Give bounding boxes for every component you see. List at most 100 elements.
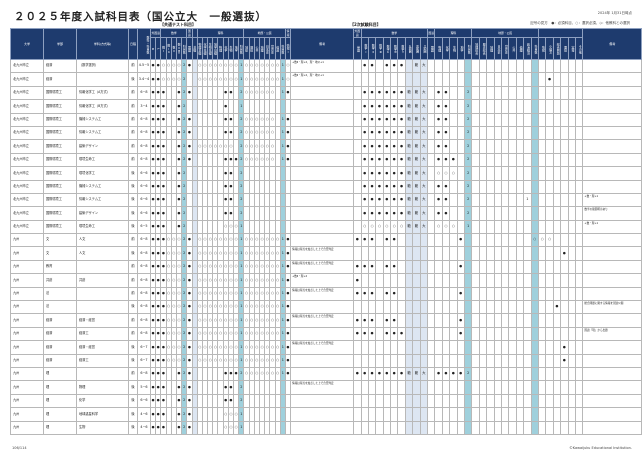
second-mark-cell xyxy=(493,326,502,342)
second-mark-cell xyxy=(530,300,540,315)
second-mark-cell xyxy=(508,286,517,302)
second-mark-cell xyxy=(493,125,502,141)
second-mark-cell xyxy=(478,125,488,141)
second-mark-cell xyxy=(493,340,502,355)
common-notes-cell: 情報は得点を加点した上で合否判定 xyxy=(290,246,355,261)
common-notes-cell xyxy=(290,152,355,168)
second-mark-cell xyxy=(530,340,540,355)
second-mark-cell: 範 xyxy=(412,152,421,168)
schedule-cell: 後 xyxy=(128,420,138,435)
second-mark-cell: 大 xyxy=(419,219,429,235)
second-mark-cell xyxy=(545,85,554,101)
second-mark-cell xyxy=(508,166,517,181)
second-mark-cell xyxy=(426,313,436,328)
second-mark-cell xyxy=(449,353,458,368)
second-mark-cell xyxy=(515,206,525,221)
department-cell: 地球惑星科学 xyxy=(76,407,129,422)
second-mark-cell xyxy=(360,353,369,368)
second-mark-cell: ● xyxy=(382,326,392,342)
second-mark-cell xyxy=(545,58,554,74)
second-mark-cell xyxy=(537,246,547,261)
second-mark-cell xyxy=(367,273,377,288)
second-mark-cell xyxy=(449,300,458,315)
second-mark-cell xyxy=(419,259,429,275)
second-mark-cell xyxy=(486,300,495,315)
second-subject-header: 世界史 xyxy=(500,37,510,60)
department-cell: 共創 xyxy=(76,273,129,288)
second-mark-cell: 範 xyxy=(412,366,421,382)
second-mark-cell xyxy=(471,420,480,435)
second-mark-cell xyxy=(441,393,451,409)
second-mark-cell xyxy=(515,393,525,409)
score-cell: 3~4 xyxy=(137,99,151,114)
second-mark-cell xyxy=(537,259,547,275)
second-mark-cell: ● xyxy=(382,58,392,74)
second-mark-cell xyxy=(426,58,436,74)
second-mark-cell xyxy=(530,72,540,87)
table-row: 九州文人文後 6~8 ● ● ● ○ ○ ○ 2 ● ○ ○ ○ ○ ○ ○ ○ ○ 1 ○ ○ ○ ○ ○ ○ ○ 1 ● 情報は得点… xyxy=(10,246,643,261)
second-mark-cell: ● xyxy=(360,58,369,74)
second-mark-cell: ● xyxy=(397,179,406,194)
second-mark-cell xyxy=(500,273,510,288)
second-subject-header: 数学B xyxy=(390,37,399,60)
second-mark-cell xyxy=(523,246,532,261)
second-mark-cell xyxy=(375,286,384,302)
second-mark-cell xyxy=(523,125,532,141)
second-mark-cell xyxy=(419,326,429,342)
second-mark-cell: ● xyxy=(560,340,569,355)
second-mark-cell xyxy=(478,259,488,275)
second-group-header: 数学 xyxy=(360,28,429,38)
second-mark-cell: ● xyxy=(390,112,399,127)
second-mark-cell xyxy=(375,407,384,422)
second-mark-cell xyxy=(426,179,436,194)
second-mark-cell: ● xyxy=(545,72,554,87)
second-mark-cell xyxy=(537,139,547,154)
second-mark-cell xyxy=(493,259,502,275)
second-mark-cell: 範 xyxy=(412,206,421,221)
second-mark-cell xyxy=(404,273,414,288)
second-mark-cell xyxy=(463,326,473,342)
second-mark-cell xyxy=(426,393,436,409)
faculty-cell: 文 xyxy=(43,233,77,248)
second-mark-cell xyxy=(375,246,384,261)
score-cell: 6~7 xyxy=(137,353,151,368)
second-mark-cell xyxy=(367,353,377,368)
second-mark-cell xyxy=(441,273,451,288)
second-mark-cell xyxy=(471,99,480,114)
second-mark-cell xyxy=(456,273,465,288)
second-mark-cell: ● xyxy=(353,366,362,382)
second-mark-cell xyxy=(545,366,554,382)
second-mark-cell xyxy=(545,286,554,302)
second-mark-cell: ● xyxy=(367,233,377,248)
second-mark-cell xyxy=(493,313,502,328)
second-mark-cell xyxy=(434,58,443,74)
second-mark-cell xyxy=(367,420,377,435)
second-mark-cell xyxy=(552,313,562,328)
university-cell: 北九州市立 xyxy=(10,85,44,101)
second-mark-cell: ○ xyxy=(375,219,384,235)
second-mark-cell xyxy=(523,206,532,221)
second-mark-cell xyxy=(567,152,576,168)
second-mark-cell xyxy=(471,58,480,74)
second-mark-cell xyxy=(375,58,384,74)
second-mark-cell xyxy=(471,179,480,194)
second-mark-cell xyxy=(375,313,384,328)
second-mark-cell: ● xyxy=(390,58,399,74)
second-mark-cell xyxy=(567,300,576,315)
second-mark-cell xyxy=(486,72,495,87)
second-mark-cell xyxy=(471,72,480,87)
department-cell: 経済工 xyxy=(76,326,129,342)
second-mark-cell xyxy=(463,273,473,288)
second-mark-cell: ● xyxy=(397,192,406,208)
second-mark-cell xyxy=(449,246,458,261)
second-mark-cell xyxy=(567,72,576,87)
second-mark-cell xyxy=(375,393,384,409)
second-mark-cell xyxy=(508,300,517,315)
second-mark-cell: ● xyxy=(360,99,369,114)
second-mark-cell: ● xyxy=(382,99,392,114)
second-subject-header: 生物 xyxy=(449,37,458,60)
second-mark-cell xyxy=(493,286,502,302)
second-subject-header: 実技 xyxy=(567,37,576,60)
second-mark-cell xyxy=(537,393,547,409)
second-mark-cell xyxy=(515,420,525,435)
